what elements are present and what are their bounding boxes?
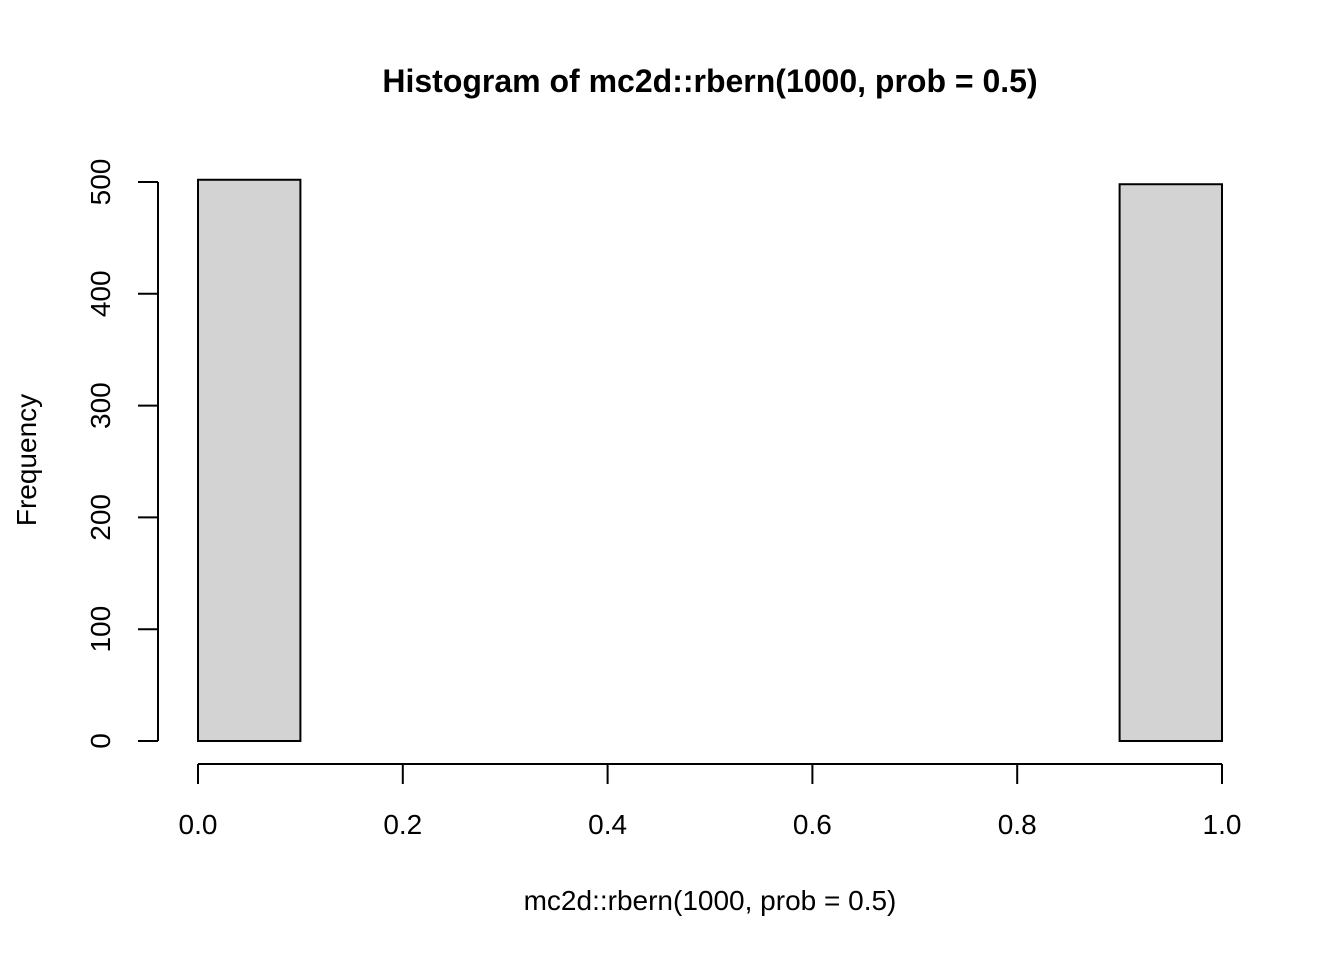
y-tick-label: 200 [85, 494, 116, 541]
y-tick-label: 300 [85, 382, 116, 429]
histogram-bar-0 [197, 178, 302, 743]
x-axis-label: mc2d::rbern(1000, prob = 0.5) [524, 885, 897, 916]
y-axis: 0 100 200 300 400 500 [85, 159, 159, 749]
y-tick-label: 0 [85, 733, 116, 749]
y-axis-label: Frequency [11, 394, 42, 526]
x-tick-label: 0.0 [179, 809, 218, 840]
histogram-bar-9 [1118, 183, 1223, 742]
bars-group [197, 178, 1223, 743]
x-tick-label: 1.0 [1203, 809, 1242, 840]
x-tick-label: 0.8 [998, 809, 1037, 840]
x-tick-label: 0.2 [383, 809, 422, 840]
y-tick-label: 100 [85, 606, 116, 653]
x-axis: 0.0 0.2 0.4 0.6 0.8 1.0 [179, 763, 1242, 840]
y-tick-label: 500 [85, 159, 116, 206]
chart-title: Histogram of mc2d::rbern(1000, prob = 0.… [382, 63, 1037, 99]
x-tick-label: 0.4 [588, 809, 627, 840]
y-tick-label: 400 [85, 270, 116, 317]
x-tick-label: 0.6 [793, 809, 832, 840]
